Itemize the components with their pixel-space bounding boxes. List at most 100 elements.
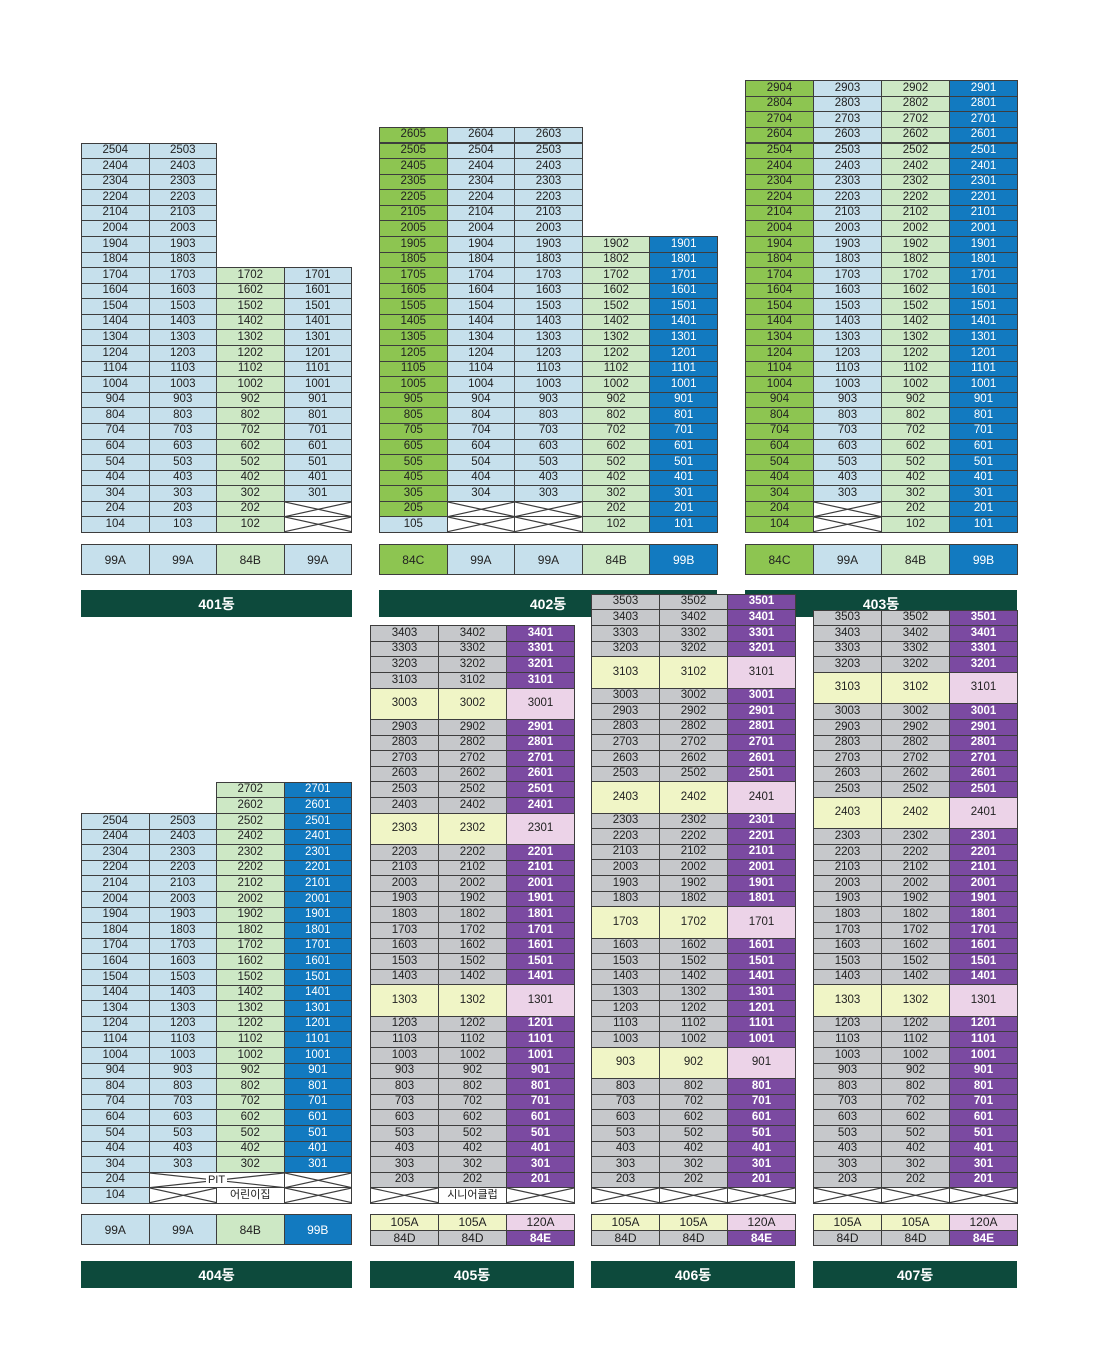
unit-cell: 2601 bbox=[949, 765, 1018, 783]
unit-cell: 503 bbox=[514, 454, 583, 471]
unit-cell: 3203 bbox=[813, 656, 882, 673]
facility-label-text: PIT bbox=[205, 1173, 228, 1186]
unit-cell: 2403 bbox=[514, 158, 583, 175]
unit-type-area: 105A bbox=[370, 1214, 439, 1231]
unit-cell: 2203 bbox=[148, 859, 217, 877]
unit-cell: 2702 bbox=[216, 781, 285, 799]
unit-cell: 2303 bbox=[813, 828, 882, 845]
unit-cell: 1203 bbox=[514, 345, 583, 362]
unit-cell: 604 bbox=[745, 438, 814, 456]
unit-cell: 3303 bbox=[813, 640, 882, 658]
building-name-bar: 407동 bbox=[813, 1261, 1017, 1288]
unit-cell: 804 bbox=[446, 407, 516, 424]
unit-cell: 1704 bbox=[745, 267, 814, 284]
unit-type-area: 105A bbox=[659, 1214, 728, 1231]
unit-cell: 1703 bbox=[514, 267, 583, 284]
unit-cell: 1604 bbox=[745, 282, 814, 300]
unit-cell-empty bbox=[949, 1187, 1018, 1204]
unit-cell: 2802 bbox=[438, 734, 507, 752]
unit-cell: 1002 bbox=[438, 1047, 507, 1064]
unit-cell: 2703 bbox=[370, 750, 439, 767]
unit-cell: 1501 bbox=[506, 953, 575, 970]
unit-cell: 2203 bbox=[370, 844, 439, 861]
unit-cell: 2401 bbox=[506, 797, 575, 814]
unit-type-area: 105A bbox=[881, 1214, 950, 1231]
unit-cell: 2101 bbox=[949, 204, 1018, 222]
unit-cell: 1403 bbox=[813, 968, 882, 986]
unit-cell: 3002 bbox=[881, 703, 950, 720]
unit-cell: 1102 bbox=[881, 360, 950, 378]
unit-cell: 2404 bbox=[81, 158, 150, 175]
unit-cell: 901 bbox=[283, 1062, 352, 1080]
unit-cell: 605 bbox=[379, 438, 448, 456]
unit-type-area: 84D bbox=[438, 1229, 507, 1246]
unit-cell: 705 bbox=[379, 422, 448, 440]
unit-cell: 2602 bbox=[881, 126, 950, 144]
unit-cell: 1203 bbox=[148, 1015, 217, 1033]
unit-cell: 502 bbox=[216, 1125, 285, 1142]
unit-type-area: 84E bbox=[949, 1229, 1018, 1246]
unit-cell: 1903 bbox=[148, 906, 217, 924]
unit-cell: 1002 bbox=[216, 1047, 285, 1064]
unit-cell: 1703 bbox=[148, 267, 217, 284]
unit-cell: 2301 bbox=[727, 812, 796, 830]
unit-type-area: 84E bbox=[727, 1229, 796, 1246]
unit-cell: 702 bbox=[881, 1093, 950, 1111]
unit-cell: 1104 bbox=[81, 360, 150, 378]
unit-cell: 3203 bbox=[370, 656, 439, 673]
unit-cell: 501 bbox=[727, 1125, 796, 1142]
unit-cell: 1101 bbox=[949, 360, 1018, 378]
unit-cell: 2503 bbox=[148, 813, 217, 830]
unit-cell: 1303 bbox=[813, 984, 882, 1017]
unit-cell: 1903 bbox=[813, 235, 882, 253]
unit-cell: 304 bbox=[81, 485, 150, 502]
unit-cell: 1902 bbox=[659, 875, 728, 892]
unit-cell: 703 bbox=[148, 422, 217, 440]
unit-cell: 2202 bbox=[438, 844, 507, 861]
unit-cell: 3503 bbox=[591, 593, 660, 611]
unit-type-area: 84E bbox=[506, 1229, 575, 1246]
unit-cell: 2403 bbox=[370, 797, 439, 814]
unit-cell: 805 bbox=[379, 407, 448, 424]
unit-cell: 503 bbox=[370, 1125, 439, 1142]
unit-cell: 1101 bbox=[506, 1031, 575, 1048]
unit-cell: 3402 bbox=[659, 609, 728, 626]
unit-cell: 404 bbox=[81, 1140, 150, 1158]
unit-cell: 1103 bbox=[148, 1031, 217, 1048]
building-name-bar: 401동 bbox=[81, 590, 352, 617]
unit-cell: 1601 bbox=[649, 282, 718, 300]
unit-cell: 2302 bbox=[659, 812, 728, 830]
unit-cell: 1301 bbox=[949, 329, 1018, 347]
unit-cell: 301 bbox=[649, 485, 718, 502]
unit-cell: 2901 bbox=[727, 703, 796, 720]
unit-cell: 2103 bbox=[591, 843, 660, 861]
unit-cell: 2103 bbox=[148, 204, 217, 222]
unit-cell: 2403 bbox=[813, 158, 882, 175]
unit-cell-empty bbox=[148, 1187, 217, 1204]
unit-type-area: 99A bbox=[446, 544, 516, 575]
unit-cell: 2901 bbox=[949, 80, 1018, 97]
unit-cell: 1204 bbox=[446, 345, 516, 362]
unit-cell: 202 bbox=[881, 1171, 950, 1189]
unit-cell: 702 bbox=[216, 1093, 285, 1111]
unit-cell: 1904 bbox=[81, 235, 150, 253]
unit-cell: 1501 bbox=[283, 969, 352, 986]
unit-cell: 1903 bbox=[514, 235, 583, 253]
unit-cell: 2701 bbox=[949, 750, 1018, 767]
facility-label-text: 시니어클럽 bbox=[447, 1189, 498, 1202]
unit-cell: 803 bbox=[148, 407, 217, 424]
unit-cell: 2701 bbox=[283, 781, 352, 799]
unit-cell: 2302 bbox=[881, 173, 950, 191]
unit-cell: 3302 bbox=[438, 640, 507, 658]
unit-cell: 2703 bbox=[813, 750, 882, 767]
unit-cell: 803 bbox=[813, 407, 882, 424]
unit-cell: 302 bbox=[659, 1156, 728, 1173]
unit-cell: 402 bbox=[881, 469, 950, 487]
unit-cell: 2701 bbox=[727, 734, 796, 751]
unit-cell: 1201 bbox=[649, 345, 718, 362]
unit-cell: 2503 bbox=[813, 781, 882, 798]
unit-cell: 2604 bbox=[446, 126, 516, 144]
unit-cell: 401 bbox=[949, 1140, 1018, 1158]
unit-cell: 1005 bbox=[379, 376, 448, 393]
